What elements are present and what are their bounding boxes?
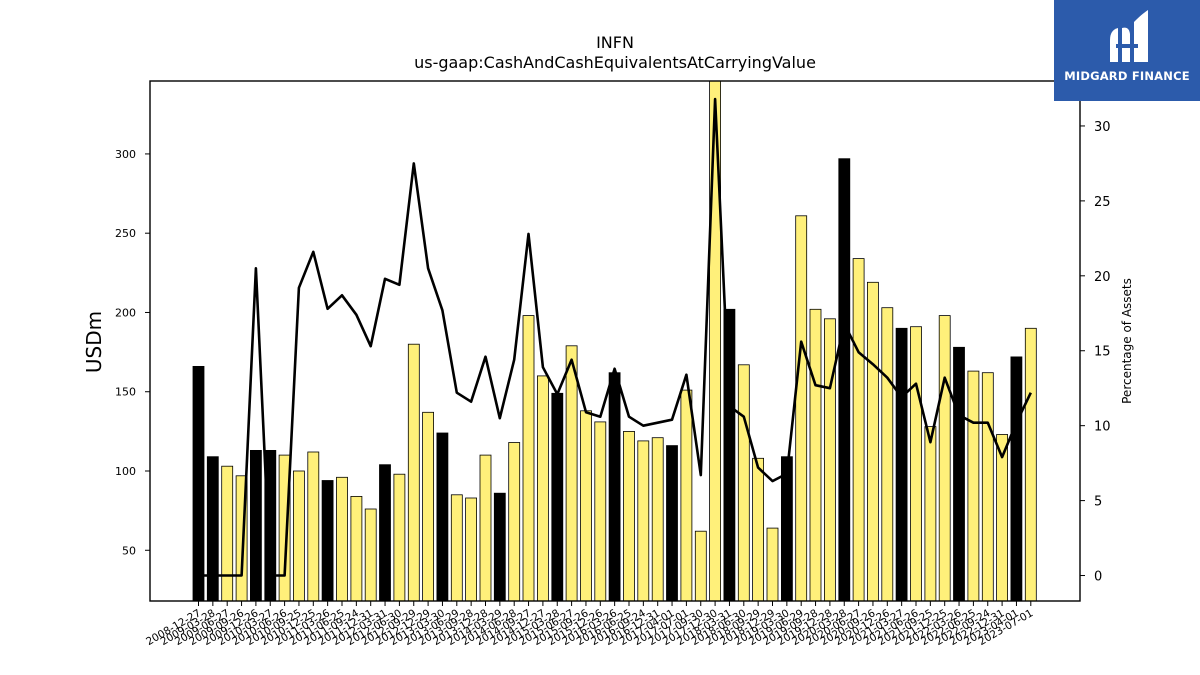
- bar: [781, 456, 793, 602]
- y-tick-label: 150: [115, 386, 136, 399]
- bar: [436, 432, 449, 602]
- bar: [422, 411, 435, 602]
- chart-subtitle: us-gaap:CashAndCashEquivalentsAtCarrying…: [414, 53, 816, 72]
- bar: [637, 440, 650, 602]
- y-tick-label: 200: [115, 306, 136, 319]
- bar: [881, 307, 894, 602]
- bar: [996, 434, 1008, 602]
- bar: [192, 365, 205, 602]
- bar: [307, 451, 320, 602]
- bar: [608, 372, 621, 602]
- bar: [895, 327, 908, 602]
- bar: [407, 343, 420, 602]
- y2-tick-label: 0: [1094, 570, 1102, 585]
- bar: [493, 492, 506, 602]
- bar: [537, 375, 549, 602]
- y2-tick-label: 20: [1094, 270, 1111, 285]
- bar: [522, 315, 535, 602]
- chart-title: INFN: [596, 33, 634, 52]
- bar: [967, 370, 980, 602]
- y-axis-label: USDm: [82, 311, 106, 373]
- bar: [249, 449, 262, 602]
- y-axis-left: 50 100 150 200 250 300: [115, 148, 150, 557]
- y2-tick-label: 5: [1094, 495, 1102, 510]
- y2-tick-label: 15: [1094, 345, 1111, 360]
- bar: [666, 445, 678, 602]
- y-tick-label: 50: [122, 544, 136, 557]
- bar: [1010, 356, 1023, 602]
- y-tick-label: 300: [115, 148, 136, 161]
- bar: [594, 421, 607, 602]
- bar: [680, 389, 693, 602]
- bar: [350, 495, 363, 602]
- bar: [450, 494, 463, 602]
- y-tick-label: 250: [115, 227, 136, 240]
- bar: [1024, 327, 1037, 602]
- bars: [192, 80, 1037, 602]
- y-axis-right: 0 5 10 15 20 25 30: [1080, 120, 1111, 585]
- bar: [364, 508, 377, 602]
- bar: [206, 456, 219, 602]
- bar: [580, 410, 592, 602]
- bar: [766, 527, 779, 602]
- bar: [651, 437, 664, 602]
- bar: [723, 308, 736, 602]
- logo-text: MIDGARD FINANCE: [1064, 69, 1190, 83]
- bar: [694, 530, 707, 602]
- y2-tick-label: 25: [1094, 195, 1111, 210]
- y2-tick-label: 30: [1094, 120, 1111, 135]
- percentage-line: [198, 97, 1032, 577]
- bar: [508, 442, 521, 602]
- bar: [551, 392, 564, 602]
- midgard-logo-icon: [1110, 10, 1148, 63]
- bar: [393, 473, 406, 602]
- bar: [910, 326, 922, 602]
- bar: [321, 480, 334, 602]
- y2-axis-label: Percentage of Assets: [1120, 278, 1134, 404]
- y-tick-label: 100: [115, 465, 136, 478]
- brand-logo: MIDGARD FINANCE: [1054, 0, 1200, 101]
- bar: [838, 158, 851, 602]
- bar: [824, 318, 836, 602]
- bar: [752, 457, 764, 602]
- series-line: [198, 97, 1032, 577]
- bar: [379, 464, 391, 602]
- bar: [336, 476, 348, 602]
- bar: [795, 215, 808, 602]
- bar: [221, 465, 234, 602]
- bar: [953, 346, 965, 602]
- bar: [465, 497, 478, 602]
- bar: [938, 315, 951, 602]
- bar: [565, 345, 578, 602]
- bar: [737, 364, 750, 602]
- bar: [924, 426, 937, 602]
- x-axis: 2008-12-272009-03-282009-06-272009-09-26…: [144, 601, 1035, 648]
- bar: [809, 308, 822, 602]
- bar: [479, 454, 492, 602]
- bar: [867, 281, 879, 602]
- y2-tick-label: 10: [1094, 420, 1111, 435]
- bar: [981, 372, 994, 602]
- bar: [623, 430, 635, 602]
- bar: [292, 470, 305, 602]
- bar: [852, 258, 865, 602]
